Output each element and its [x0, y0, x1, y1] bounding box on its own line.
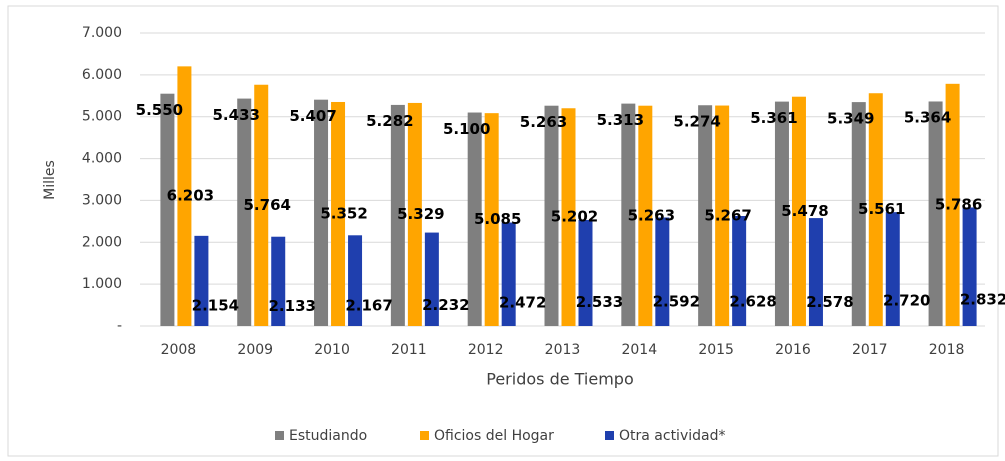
- bar: [945, 83, 960, 326]
- y-tick-label: 5.000: [82, 109, 122, 125]
- y-tick-label: 3.000: [82, 192, 122, 208]
- x-tick-label: 2016: [775, 342, 811, 358]
- value-label: 5.329: [397, 205, 444, 223]
- legend-swatch: [275, 431, 284, 440]
- bar: [715, 105, 730, 327]
- y-tick-label: 7.000: [82, 25, 122, 41]
- value-label: 5.407: [289, 107, 336, 125]
- legend-label: Estudiando: [289, 428, 367, 444]
- value-label: 2.232: [422, 296, 469, 314]
- bar: [331, 101, 346, 327]
- y-axis-label: Milles: [42, 160, 58, 200]
- value-label: 2.720: [883, 291, 930, 309]
- x-tick-label: 2014: [621, 342, 657, 358]
- bar: [561, 108, 576, 326]
- value-label: 5.364: [904, 109, 951, 127]
- bar: [501, 222, 516, 326]
- bar: [851, 102, 866, 326]
- value-label: 5.202: [551, 208, 598, 226]
- x-tick-label: 2015: [698, 342, 734, 358]
- legend-label: Oficios del Hogar: [434, 428, 554, 444]
- bar: [808, 218, 823, 326]
- x-tick-label: 2008: [161, 342, 197, 358]
- legend-label: Otra actividad*: [619, 428, 725, 444]
- value-label: 5.349: [827, 109, 874, 127]
- value-label: 5.352: [320, 204, 367, 222]
- value-label: 2.628: [729, 292, 776, 310]
- value-label: 5.361: [750, 109, 797, 127]
- value-label: 5.282: [366, 112, 413, 130]
- bar: [578, 219, 593, 326]
- value-label: 2.472: [499, 294, 546, 312]
- x-tick-label: 2017: [852, 342, 888, 358]
- bar: [177, 66, 192, 327]
- y-tick-label: 2.000: [82, 234, 122, 250]
- value-label: 2.592: [653, 293, 700, 311]
- bar: [254, 84, 269, 326]
- value-label: 5.267: [704, 206, 751, 224]
- bar: [544, 105, 559, 326]
- bar: [484, 113, 499, 326]
- bar: [194, 235, 209, 326]
- bar: [962, 207, 977, 326]
- bar: [467, 112, 482, 327]
- bar: [698, 105, 713, 327]
- bar: [732, 215, 747, 326]
- bar: [638, 105, 653, 326]
- x-tick-label: 2010: [314, 342, 350, 358]
- bar: [237, 98, 252, 326]
- legend-swatch: [605, 431, 614, 440]
- bar: [655, 217, 670, 326]
- x-axis-label: Peridos de Tiempo: [486, 370, 634, 389]
- bar: [271, 236, 286, 326]
- value-label: 2.167: [345, 297, 392, 315]
- value-label: 2.154: [192, 297, 239, 315]
- value-label: 5.478: [781, 202, 828, 220]
- y-tick-label: 6.000: [82, 67, 122, 83]
- value-label: 5.433: [213, 106, 260, 124]
- y-tick-label: 4.000: [82, 151, 122, 167]
- bar: [348, 235, 363, 326]
- bar: [160, 93, 175, 326]
- bar: [424, 232, 439, 326]
- value-label: 5.100: [443, 120, 490, 138]
- bar: [314, 99, 329, 326]
- value-label: 5.786: [935, 195, 982, 213]
- x-tick-label: 2012: [468, 342, 504, 358]
- bar: [868, 93, 883, 327]
- value-label: 2.533: [576, 293, 623, 311]
- value-label: 5.263: [520, 113, 567, 131]
- value-label: 5.085: [474, 210, 521, 228]
- bar: [791, 96, 806, 326]
- value-label: 2.133: [269, 297, 316, 315]
- value-label: 2.832: [960, 290, 1005, 308]
- bar: [928, 101, 943, 326]
- x-tick-label: 2018: [929, 342, 965, 358]
- x-tick-label: 2013: [545, 342, 581, 358]
- x-tick-label: 2011: [391, 342, 427, 358]
- y-tick-label: 1.000: [82, 276, 122, 292]
- value-label: 5.764: [244, 196, 291, 214]
- value-label: 5.561: [858, 200, 905, 218]
- value-label: 6.203: [167, 187, 214, 205]
- value-label: 5.313: [597, 111, 644, 129]
- value-label: 5.263: [628, 206, 675, 224]
- y-tick-label: -: [117, 318, 122, 334]
- x-tick-label: 2009: [237, 342, 273, 358]
- bar: [774, 101, 789, 327]
- bar: [390, 104, 405, 326]
- legend-swatch: [420, 431, 429, 440]
- value-label: 5.274: [673, 112, 720, 130]
- bar: [885, 212, 900, 326]
- bar: [621, 103, 636, 326]
- value-label: 2.578: [806, 293, 853, 311]
- value-label: 5.550: [136, 101, 183, 119]
- bar: [407, 102, 422, 326]
